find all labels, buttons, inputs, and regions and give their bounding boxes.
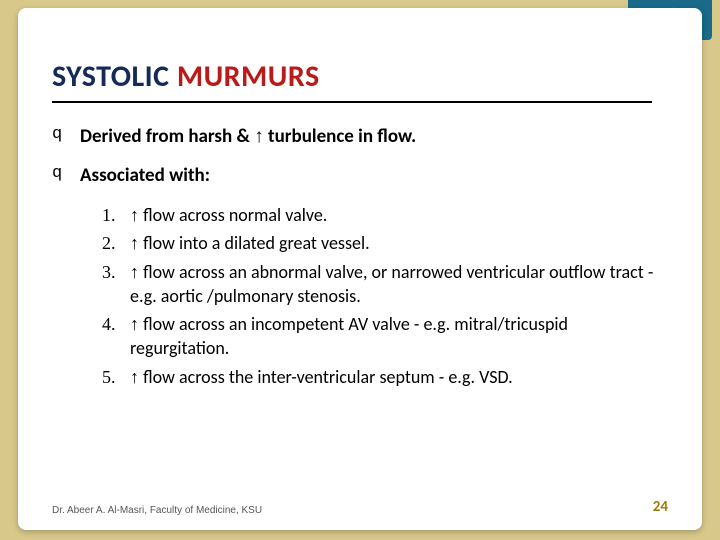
list-item: 3. ↑ flow across an abnormal valve, or n… [102, 260, 668, 309]
list-item: 1. ↑ flow across normal valve. [102, 203, 668, 227]
list-number: 4. [102, 312, 120, 361]
slide-card: SYSTOLIC MURMURS q Derived from harsh & … [18, 8, 702, 530]
bullet-1: q Derived from harsh & ↑ turbulence in f… [52, 125, 668, 148]
bullet-2: q Associated with: [52, 164, 668, 187]
list-item: 2. ↑ flow into a dilated great vessel. [102, 231, 668, 255]
list-number: 1. [102, 203, 120, 227]
bullet-marker: q [52, 125, 66, 148]
list-number: 3. [102, 260, 120, 309]
list-item: 4. ↑ flow across an incompetent AV valve… [102, 312, 668, 361]
bullet-section: q Derived from harsh & ↑ turbulence in f… [52, 125, 668, 389]
up-arrow-icon: ↑ [130, 205, 139, 225]
up-arrow-icon: ↑ [130, 233, 139, 253]
list-text: ↑ flow across the inter-ventricular sept… [130, 365, 513, 389]
numbered-list: 1. ↑ flow across normal valve. 2. ↑ flow… [102, 203, 668, 389]
list-text: ↑ flow across normal valve. [130, 203, 327, 227]
list-text: ↑ flow across an incompetent AV valve - … [130, 312, 668, 361]
bullet-1-text: Derived from harsh & ↑ turbulence in flo… [80, 125, 416, 148]
title-word-1: SYSTOLIC [52, 58, 170, 95]
list-number: 5. [102, 365, 120, 389]
up-arrow-icon: ↑ [130, 367, 139, 387]
up-arrow-icon: ↑ [130, 262, 139, 282]
footer-credit: Dr. Abeer A. Al-Masri, Faculty of Medici… [52, 505, 262, 516]
title-divider [52, 101, 652, 103]
title-word-2: MURMURS [177, 58, 320, 95]
bullet-marker: q [52, 164, 66, 187]
bullet-2-text: Associated with: [80, 164, 210, 187]
slide-footer: Dr. Abeer A. Al-Masri, Faculty of Medici… [52, 498, 668, 516]
slide-title: SYSTOLIC MURMURS [52, 58, 668, 95]
list-text: ↑ flow across an abnormal valve, or narr… [130, 260, 668, 309]
page-number: 24 [653, 498, 668, 516]
list-number: 2. [102, 231, 120, 255]
list-text: ↑ flow into a dilated great vessel. [130, 231, 370, 255]
list-item: 5. ↑ flow across the inter-ventricular s… [102, 365, 668, 389]
up-arrow-icon: ↑ [254, 126, 264, 147]
up-arrow-icon: ↑ [130, 314, 139, 334]
